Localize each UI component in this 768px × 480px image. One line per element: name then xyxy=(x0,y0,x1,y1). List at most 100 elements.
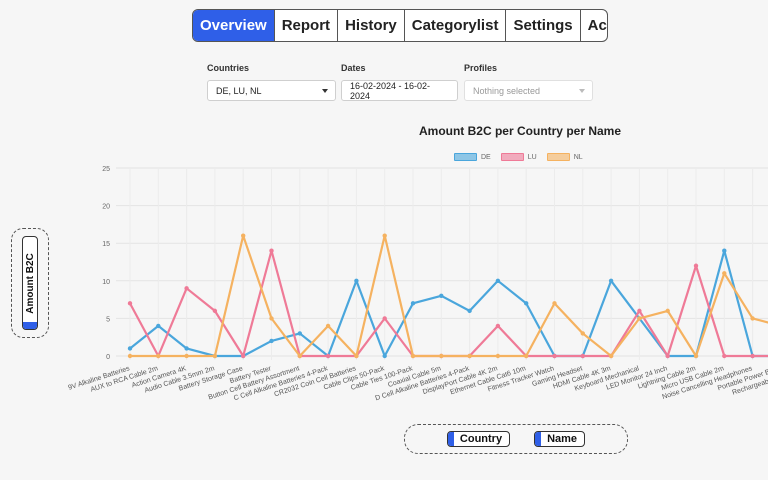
x-field-pill-country[interactable]: Country xyxy=(446,431,511,447)
data-point-nl[interactable] xyxy=(241,233,246,238)
x-field-pill-name[interactable]: Name xyxy=(534,431,586,447)
data-point-nl[interactable] xyxy=(382,233,387,238)
countries-label: Countries xyxy=(207,63,250,73)
data-point-nl[interactable] xyxy=(552,301,557,306)
data-point-lu[interactable] xyxy=(637,308,642,314)
tab-categorylist[interactable]: Categorylist xyxy=(405,10,507,41)
chart-legend: DE LU NL xyxy=(454,153,583,161)
data-point-nl[interactable] xyxy=(439,353,444,359)
data-point-nl[interactable] xyxy=(410,353,416,359)
data-point-nl[interactable] xyxy=(467,353,472,359)
y-tick-label: 10 xyxy=(102,279,110,286)
data-point-de[interactable] xyxy=(439,293,444,299)
data-point-nl[interactable] xyxy=(127,353,133,359)
chart-title: Amount B2C per Country per Name xyxy=(418,124,622,138)
data-point-lu[interactable] xyxy=(184,286,189,291)
data-point-nl[interactable] xyxy=(184,353,189,359)
legend-item-de[interactable]: DE xyxy=(454,153,491,161)
data-point-de[interactable] xyxy=(524,301,529,306)
data-point-lu[interactable] xyxy=(382,316,387,321)
x-axis-dropzone[interactable]: Country Name xyxy=(404,424,628,454)
data-point-lu[interactable] xyxy=(750,353,755,359)
data-point-nl[interactable] xyxy=(637,316,642,321)
legend-swatch xyxy=(500,153,524,161)
countries-select[interactable]: DE, LU, NL xyxy=(207,80,336,101)
data-point-lu[interactable] xyxy=(127,301,133,306)
series-line-de xyxy=(129,249,768,358)
data-point-de[interactable] xyxy=(127,346,133,351)
y-tick-label: 5 xyxy=(106,316,110,323)
chevron-down-icon xyxy=(579,89,585,93)
data-point-de[interactable] xyxy=(156,323,161,329)
x-field-label: Name xyxy=(547,433,578,445)
data-point-nl[interactable] xyxy=(693,353,699,359)
data-point-nl[interactable] xyxy=(495,353,501,359)
data-point-de[interactable] xyxy=(608,278,614,283)
y-field-label: Amount B2C xyxy=(24,252,36,314)
tab-overview[interactable]: Overview xyxy=(193,10,275,41)
pill-handle xyxy=(447,432,454,446)
data-point-nl[interactable] xyxy=(212,353,218,359)
tab-settings[interactable]: Settings xyxy=(506,10,581,41)
data-point-de[interactable] xyxy=(467,308,472,314)
profiles-placeholder: Nothing selected xyxy=(473,85,541,96)
data-point-nl[interactable] xyxy=(608,353,614,359)
dates-label: Dates xyxy=(341,63,366,73)
pill-handle xyxy=(535,432,542,446)
data-point-nl[interactable] xyxy=(297,353,302,359)
series-line-lu xyxy=(129,249,768,358)
data-point-lu[interactable] xyxy=(665,353,670,359)
legend-label: LU xyxy=(527,153,537,161)
y-field-pill[interactable]: Amount B2C xyxy=(22,236,38,330)
legend-label: DE xyxy=(481,153,491,161)
series-line-nl xyxy=(130,234,768,358)
data-point-de[interactable] xyxy=(297,331,302,336)
y-tick-label: 25 xyxy=(102,166,110,173)
pill-handle xyxy=(23,322,37,329)
legend-label: NL xyxy=(573,153,583,161)
data-point-lu[interactable] xyxy=(722,353,727,359)
data-point-nl[interactable] xyxy=(325,323,331,329)
data-point-nl[interactable] xyxy=(524,353,529,359)
data-point-nl[interactable] xyxy=(156,353,161,359)
profiles-select[interactable]: Nothing selected xyxy=(464,80,593,101)
y-axis-dropzone[interactable]: Amount B2C xyxy=(11,228,49,338)
chevron-down-icon xyxy=(322,89,328,93)
data-point-de[interactable] xyxy=(722,248,727,253)
data-point-lu[interactable] xyxy=(241,353,246,359)
data-point-lu[interactable] xyxy=(269,248,274,253)
data-point-nl[interactable] xyxy=(269,316,274,321)
data-point-nl[interactable] xyxy=(750,316,755,321)
countries-value: DE, LU, NL xyxy=(216,85,262,96)
dates-input[interactable]: 16-02-2024 - 16-02-2024 xyxy=(341,80,458,101)
data-point-de[interactable] xyxy=(184,346,189,351)
data-point-de[interactable] xyxy=(410,301,416,306)
y-tick-label: 20 xyxy=(102,204,110,211)
legend-item-lu[interactable]: LU xyxy=(500,153,537,161)
data-point-nl[interactable] xyxy=(580,331,585,336)
data-point-lu[interactable] xyxy=(580,353,585,359)
tab-report[interactable]: Report xyxy=(275,10,339,41)
tab-account[interactable]: Account xyxy=(587,17,607,34)
data-point-nl[interactable] xyxy=(665,308,670,314)
legend-item-nl[interactable]: NL xyxy=(546,153,583,161)
data-point-lu[interactable] xyxy=(552,353,557,359)
data-point-lu[interactable] xyxy=(495,323,501,329)
y-tick-label: 15 xyxy=(102,241,110,248)
data-point-nl[interactable] xyxy=(722,271,727,276)
profiles-label: Profiles xyxy=(464,63,498,73)
x-field-label: Country xyxy=(459,433,503,445)
data-point-de[interactable] xyxy=(269,338,274,344)
dates-value: 16-02-2024 - 16-02-2024 xyxy=(350,80,431,101)
main-tabs: Overview Report History Categorylist Setting… xyxy=(192,9,608,42)
data-point-de[interactable] xyxy=(382,353,387,359)
tab-history[interactable]: History xyxy=(338,10,405,41)
data-point-lu[interactable] xyxy=(212,308,218,314)
data-point-lu[interactable] xyxy=(693,263,699,268)
data-point-lu[interactable] xyxy=(325,353,331,359)
data-point-nl[interactable] xyxy=(354,353,359,359)
data-point-de[interactable] xyxy=(354,278,359,283)
data-point-de[interactable] xyxy=(495,278,501,283)
legend-swatch xyxy=(454,153,477,161)
